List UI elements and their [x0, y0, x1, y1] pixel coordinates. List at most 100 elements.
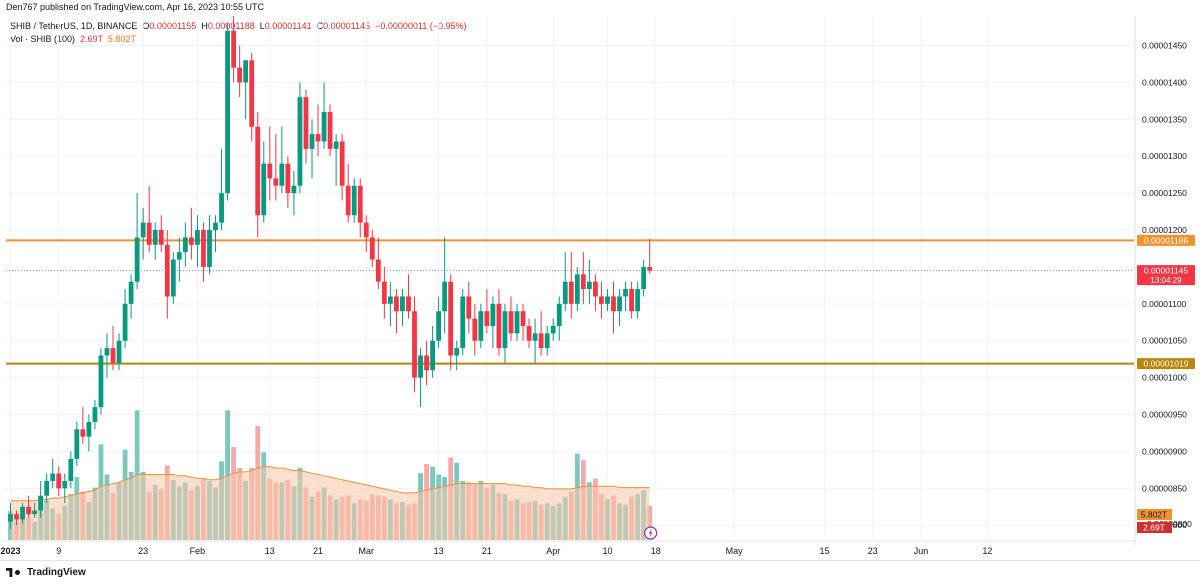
candle-body: [532, 333, 538, 341]
volume-tag: 2.69T: [1143, 523, 1165, 533]
candle-body: [339, 141, 345, 186]
candle-body: [80, 429, 86, 437]
price-tick-label: 0.00001200: [1142, 225, 1187, 235]
candle-body: [207, 230, 212, 267]
candle-body: [593, 281, 598, 297]
time-tick-label: 18: [651, 546, 661, 556]
price-tick-label: 0.00001100: [1142, 299, 1187, 309]
candle-body: [231, 30, 237, 68]
price-tick-label: 0.00000950: [1142, 410, 1187, 420]
candle-body: [496, 303, 502, 349]
candle-body: [387, 296, 393, 304]
last-price-tag-bg: [1137, 265, 1195, 286]
time-tick-label: Mar: [359, 546, 375, 556]
candle-body: [617, 296, 622, 312]
candle-body: [309, 134, 315, 149]
candle-body: [38, 495, 44, 511]
candle-body: [170, 259, 176, 297]
candle-body: [225, 30, 230, 194]
time-tick-label: May: [726, 546, 744, 556]
candle-body: [20, 506, 25, 520]
horizontal-levels: [6, 239, 1134, 365]
candle-body: [333, 141, 339, 149]
low-value: 0.00001141: [264, 21, 312, 31]
candle-body: [321, 111, 327, 142]
candle-body: [128, 281, 134, 304]
candle-body: [285, 163, 291, 194]
volume-ma-fill: [10, 466, 650, 540]
time-tick-label: Apr: [546, 546, 560, 556]
candle-body: [629, 289, 634, 312]
volume-ma-line: [10, 466, 650, 502]
candle-body: [599, 296, 604, 304]
candle-body: [412, 311, 417, 378]
time-tick-label: 15: [820, 546, 830, 556]
candle-body: [526, 325, 532, 341]
tradingview-logo[interactable]: TradingView: [6, 567, 86, 578]
candle-body: [580, 274, 586, 290]
time-tick-label: 23: [868, 546, 878, 556]
candle-body: [418, 355, 423, 378]
candle-body: [357, 185, 363, 223]
top-bar: Den767 published on TradingView.com, Apr…: [0, 0, 1200, 14]
open-label: O: [142, 21, 150, 31]
price-legend-row: SHIB / TetherUS, 1D, BINANCE O0.00001155…: [10, 20, 466, 33]
candle-body: [14, 514, 19, 520]
candle-body: [400, 296, 405, 312]
price-tick-label: 0.00001450: [1142, 41, 1187, 51]
tradingview-logo-text: TradingView: [27, 567, 86, 578]
candle-body: [586, 281, 592, 290]
candle-body: [68, 458, 74, 481]
support-price-tag-bg: [1137, 358, 1195, 370]
candle-body: [104, 348, 110, 356]
candle-body: [490, 303, 496, 326]
candle-body: [98, 355, 104, 408]
chart-legend: SHIB / TetherUS, 1D, BINANCE O0.00001155…: [10, 20, 466, 46]
candle-body: [176, 252, 182, 260]
price-chart[interactable]: 0.00001450 0.00001400 0.00001350 0.00001300…: [0, 14, 1200, 560]
time-axis[interactable]: 2023 9 23 Feb 13 21 Mar 13 21 Apr 10 18 May 15 23 Jun 12: [0, 546, 992, 556]
candle-body: [116, 340, 122, 363]
candle-body: [44, 480, 50, 496]
footer: TradingView: [0, 560, 1200, 584]
volume-label[interactable]: Vol · SHIB (100): [10, 34, 76, 44]
candle-body: [291, 185, 297, 194]
candle-body: [647, 266, 653, 271]
time-tick-label: 9: [56, 546, 61, 556]
candle-body: [460, 296, 466, 349]
close-label: C: [316, 21, 324, 31]
volume-legend-row: Vol · SHIB (100) 2.69T 5.802T: [10, 33, 466, 46]
price-axis[interactable]: 0.00001450 0.00001400 0.00001350 0.00001300…: [1142, 41, 1187, 531]
candle-body: [297, 97, 303, 186]
candle-body: [134, 237, 140, 282]
candle-body: [315, 134, 321, 142]
candle-body: [381, 281, 387, 304]
candle-body: [623, 289, 628, 297]
candle-body: [213, 222, 218, 231]
support-price-tag: 0.00001019: [1144, 359, 1189, 369]
time-tick-label: 21: [313, 546, 323, 556]
candle-body: [122, 303, 128, 341]
low-label: L: [259, 21, 265, 31]
candle-body: [635, 289, 641, 312]
candle-body: [303, 97, 309, 149]
candle-body: [472, 318, 478, 341]
price-tick-label: 0.00001400: [1142, 77, 1187, 87]
candle-body: [454, 348, 460, 356]
candle-body: [345, 185, 351, 216]
volume-ma-tag: 5.802T: [1141, 510, 1167, 520]
volume-bar: [225, 410, 230, 540]
time-tick-label: 23: [138, 546, 148, 556]
candle-body: [394, 296, 399, 312]
time-tick-label: 13: [434, 546, 444, 556]
symbol-label[interactable]: SHIB / TetherUS, 1D, BINANCE: [10, 21, 138, 31]
candle-body: [556, 303, 562, 326]
change-value: −0.00000011 (−0.95%): [375, 21, 467, 31]
candle-body: [195, 230, 200, 245]
candle-body: [243, 60, 249, 83]
candles: [8, 16, 653, 529]
candle-body: [502, 311, 508, 349]
candle-body: [182, 237, 188, 253]
time-tick-label: 13: [265, 546, 275, 556]
